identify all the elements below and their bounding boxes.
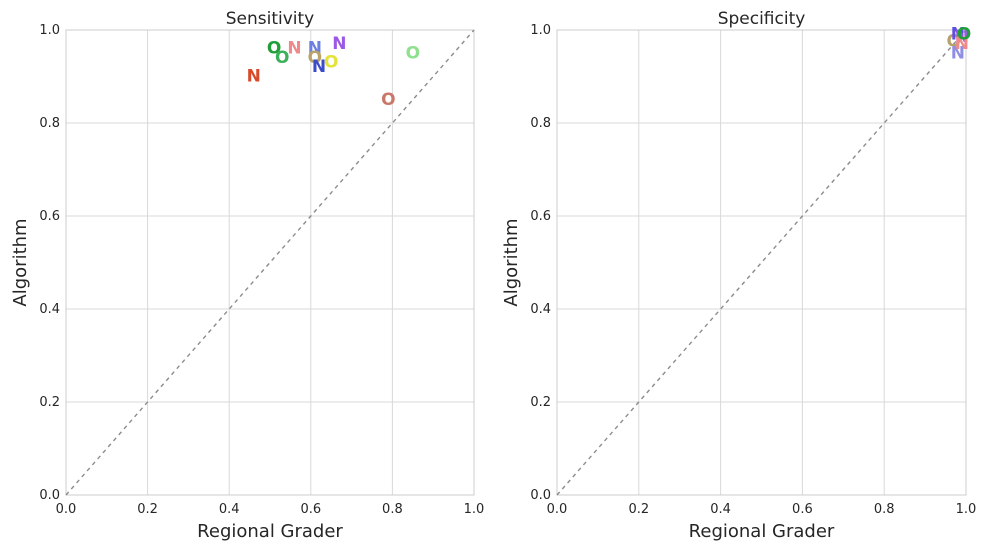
data-point-marker: N [332, 34, 346, 54]
x-axis-label: Regional Grader [689, 521, 835, 542]
sensitivity-panel: 0.0 0.2 0.4 0.6 0.8 1.0 0.0 0.2 0.4 0.6 0.8 1.0 Sens… [10, 9, 484, 542]
y-tick-label: 0.0 [39, 488, 60, 503]
data-point-marker: O [308, 48, 322, 68]
x-tick-label: 0.4 [710, 502, 731, 517]
data-point-marker: O [947, 32, 961, 52]
x-tick-label: 0.2 [628, 502, 649, 517]
y-tick-label: 1.0 [530, 23, 551, 38]
x-axis-label: Regional Grader [197, 521, 343, 542]
plot-frame [65, 29, 475, 496]
data-point-marker: O [381, 90, 395, 110]
x-tick-label: 0.0 [56, 502, 77, 517]
reference-diagonal [556, 29, 967, 496]
y-tick-label: 0.6 [39, 209, 60, 224]
reference-diagonal [65, 29, 475, 496]
x-tick-label: 1.0 [956, 502, 977, 517]
y-tick-label: 0.0 [530, 488, 551, 503]
y-tick-label: 1.0 [39, 23, 60, 38]
x-tick-label: 0.8 [874, 502, 895, 517]
data-point-marker: N [951, 25, 965, 45]
x-tick-label: 0.2 [137, 502, 158, 517]
y-tick-label: 0.8 [39, 116, 60, 131]
y-tick-label: 0.2 [530, 395, 551, 410]
data-point-marker: O [275, 48, 289, 68]
y-tick-label: 0.4 [530, 302, 551, 317]
y-axis-label: Algorithm [501, 218, 522, 306]
data-point-marker: N [955, 27, 969, 47]
x-tick-label: 0.4 [219, 502, 240, 517]
data-point-marker: N [312, 57, 326, 77]
x-tick-label: 0.0 [547, 502, 568, 517]
data-point-marker: O [267, 39, 281, 59]
y-axis-label: Algorithm [10, 218, 31, 306]
y-tick-label: 0.2 [39, 395, 60, 410]
data-point-marker: N [955, 34, 969, 54]
chart-title: Sensitivity [226, 9, 315, 29]
data-point-marker: N [287, 39, 301, 59]
x-tick-label: 0.8 [382, 502, 403, 517]
data-point-marker: N [247, 67, 261, 87]
data-point-marker: O [957, 25, 971, 45]
x-tick-label: 0.6 [792, 502, 813, 517]
chart-title: Specificity [718, 9, 806, 29]
specificity-panel: 0.0 0.2 0.4 0.6 0.8 1.0 0.0 0.2 0.4 0.6 0.8 1.0 Spec… [501, 9, 976, 542]
data-point-marker: O [324, 53, 338, 73]
y-tick-label: 0.4 [39, 302, 60, 317]
data-point-marker: N [951, 43, 965, 63]
y-tick-label: 0.6 [530, 209, 551, 224]
x-tick-label: 1.0 [464, 502, 485, 517]
data-point-marker: N [308, 39, 322, 59]
plot-frame [556, 29, 967, 496]
x-tick-label: 0.6 [300, 502, 321, 517]
y-tick-label: 0.8 [530, 116, 551, 131]
data-point-marker: O [406, 43, 420, 63]
